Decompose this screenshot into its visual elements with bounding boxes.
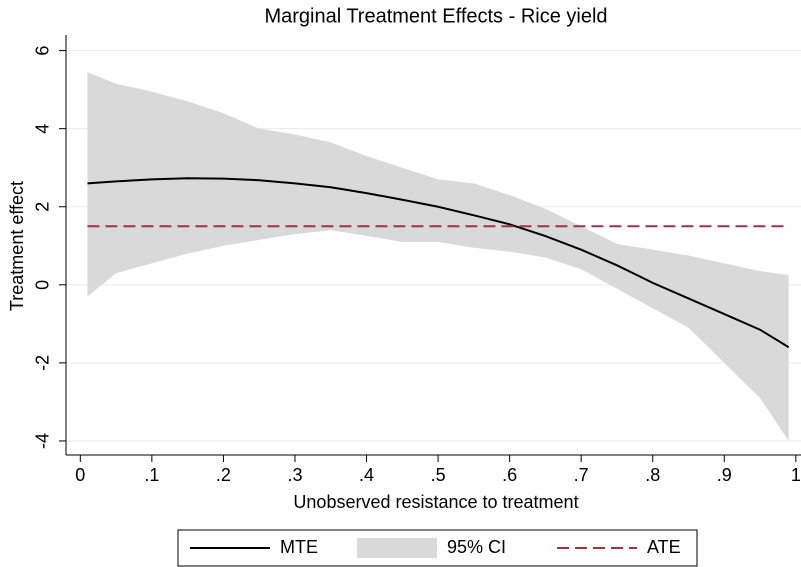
y-tick-label: -2 (33, 355, 53, 371)
x-tick-label: .1 (144, 465, 159, 485)
x-tick-label: .4 (359, 465, 374, 485)
legend-label: 95% CI (447, 537, 506, 557)
x-tick-label: .2 (216, 465, 231, 485)
y-tick-label: 4 (33, 124, 53, 134)
mte-line (87, 177, 790, 349)
chart-title: Marginal Treatment Effects - Rice yield (264, 5, 607, 27)
x-tick-label: .5 (431, 465, 446, 485)
y-tick-label: -4 (33, 433, 53, 449)
ci-band (87, 72, 789, 441)
y-tick-label: 6 (33, 46, 53, 56)
x-tick-label: .9 (717, 465, 732, 485)
x-tick-label: .6 (502, 465, 517, 485)
y-tick-label: 2 (33, 202, 53, 212)
y-axis-label: Treatment effect (7, 181, 27, 311)
legend-swatch (357, 538, 437, 558)
x-tick-label: 0 (75, 465, 85, 485)
x-tick-label: .8 (645, 465, 660, 485)
x-tick-label: 1 (791, 465, 801, 485)
x-tick-label: .7 (574, 465, 589, 485)
legend-label: MTE (280, 537, 318, 557)
x-axis-label: Unobserved resistance to treatment (293, 492, 578, 512)
legend-label: ATE (647, 537, 681, 557)
y-tick-label: 0 (33, 280, 53, 290)
x-tick-label: .3 (287, 465, 302, 485)
